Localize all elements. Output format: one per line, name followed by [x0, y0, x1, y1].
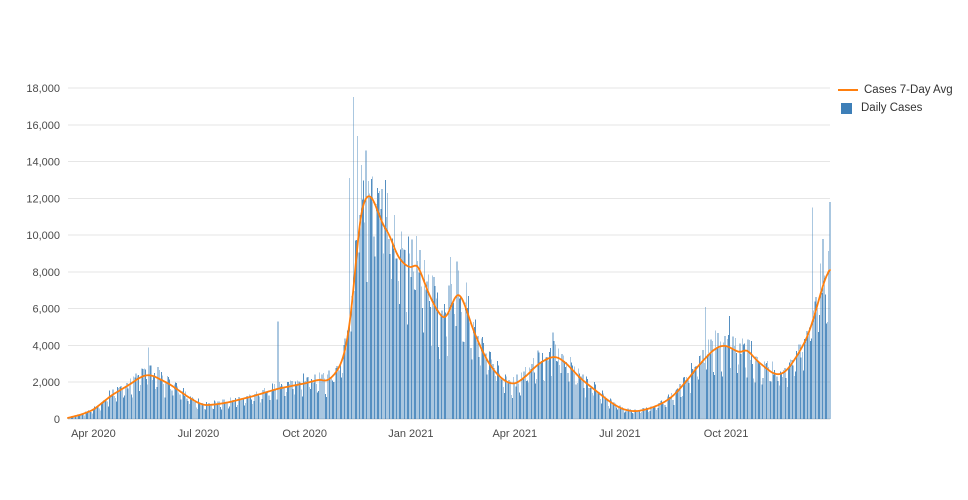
- svg-text:18,000: 18,000: [26, 83, 60, 95]
- svg-text:Jul 2021: Jul 2021: [599, 428, 641, 440]
- svg-text:Jul 2020: Jul 2020: [178, 428, 220, 440]
- daily-cases-bars[interactable]: [67, 97, 831, 420]
- svg-text:10,000: 10,000: [26, 230, 60, 242]
- svg-text:0: 0: [54, 414, 60, 426]
- daily-cases-swatch-icon: [841, 102, 852, 114]
- svg-text:4,000: 4,000: [32, 340, 60, 352]
- svg-text:Oct 2020: Oct 2020: [282, 428, 327, 440]
- legend-item-avg[interactable]: Cases 7-Day Avg: [838, 84, 953, 96]
- legend-item-daily[interactable]: Daily Cases: [838, 102, 953, 114]
- avg-line-swatch-icon: [838, 89, 858, 91]
- svg-text:8,000: 8,000: [32, 267, 60, 279]
- svg-text:Jan 2021: Jan 2021: [388, 428, 433, 440]
- svg-text:Apr 2020: Apr 2020: [71, 428, 116, 440]
- legend-label-avg: Cases 7-Day Avg: [864, 84, 953, 96]
- svg-text:16,000: 16,000: [26, 120, 60, 132]
- svg-text:6,000: 6,000: [32, 304, 60, 316]
- legend: Cases 7-Day Avg Daily Cases: [838, 84, 953, 120]
- svg-text:2,000: 2,000: [32, 377, 60, 389]
- x-axis-labels: Apr 2020 Jul 2020 Oct 2020 Jan 2021 Apr 2021…: [71, 428, 748, 440]
- svg-text:14,000: 14,000: [26, 157, 60, 169]
- svg-text:Oct 2021: Oct 2021: [704, 428, 749, 440]
- avg-line[interactable]: [67, 195, 831, 419]
- svg-text:Apr 2021: Apr 2021: [492, 428, 537, 440]
- svg-text:12,000: 12,000: [26, 193, 60, 205]
- y-gridlines: [68, 87, 830, 420]
- legend-label-daily: Daily Cases: [861, 102, 923, 114]
- y-axis-labels: 0 2,000 4,000 6,000 8,000 10,000 12,000 14,000 1…: [26, 83, 60, 426]
